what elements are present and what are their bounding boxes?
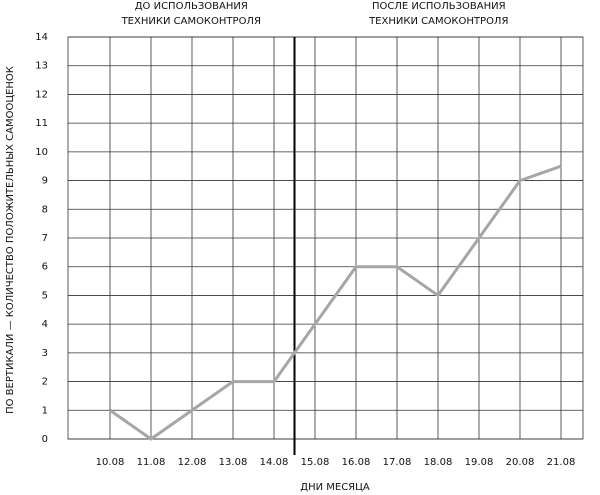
y-tick-label: 3: [42, 348, 48, 359]
y-tick-label: 13: [35, 61, 48, 72]
x-tick-label: 19.08: [465, 457, 494, 468]
x-tick-label: 16.08: [342, 457, 371, 468]
y-tick-label: 10: [35, 147, 48, 158]
y-tick-label: 6: [42, 262, 48, 273]
annotation: ДО ИСПОЛЬЗОВАНИЯ: [135, 1, 248, 12]
annotation: ТЕХНИКИ САМОКОНТРОЛЯ: [368, 16, 508, 27]
y-tick-label: 2: [42, 377, 48, 388]
y-tick-label: 9: [42, 176, 48, 187]
x-tick-label: 13.08: [219, 457, 248, 468]
annotation: ТЕХНИКИ САМОКОНТРОЛЯ: [121, 16, 261, 27]
y-tick-label: 12: [35, 89, 48, 100]
annotation: ПОСЛЕ ИСПОЛЬЗОВАНИЯ: [372, 1, 506, 12]
x-tick-label: 10.08: [96, 457, 125, 468]
y-axis-label: ПО ВЕРТИКАЛИ — КОЛИЧЕСТВО ПОЛОЖИТЕЛЬНЫХ …: [5, 66, 16, 414]
x-tick-label: 18.08: [424, 457, 453, 468]
x-tick-label: 11.08: [137, 457, 166, 468]
x-tick-label: 15.08: [301, 457, 330, 468]
y-tick-label: 7: [42, 233, 48, 244]
y-tick-label: 5: [42, 290, 48, 301]
y-tick-label: 0: [42, 434, 48, 445]
y-tick-label: 4: [42, 319, 48, 330]
y-tick-label: 1: [42, 405, 48, 416]
x-tick-label: 20.08: [506, 457, 535, 468]
x-tick-label: 14.08: [260, 457, 289, 468]
x-tick-label: 21.08: [547, 457, 576, 468]
x-tick-label: 12.08: [178, 457, 207, 468]
x-axis-label: ДНИ МЕСЯЦА: [300, 482, 370, 493]
y-tick-label: 14: [35, 32, 48, 43]
data-line: [109, 164, 562, 441]
x-tick-label: 17.08: [383, 457, 412, 468]
y-tick-label: 8: [42, 204, 48, 215]
y-tick-label: 11: [35, 118, 48, 129]
